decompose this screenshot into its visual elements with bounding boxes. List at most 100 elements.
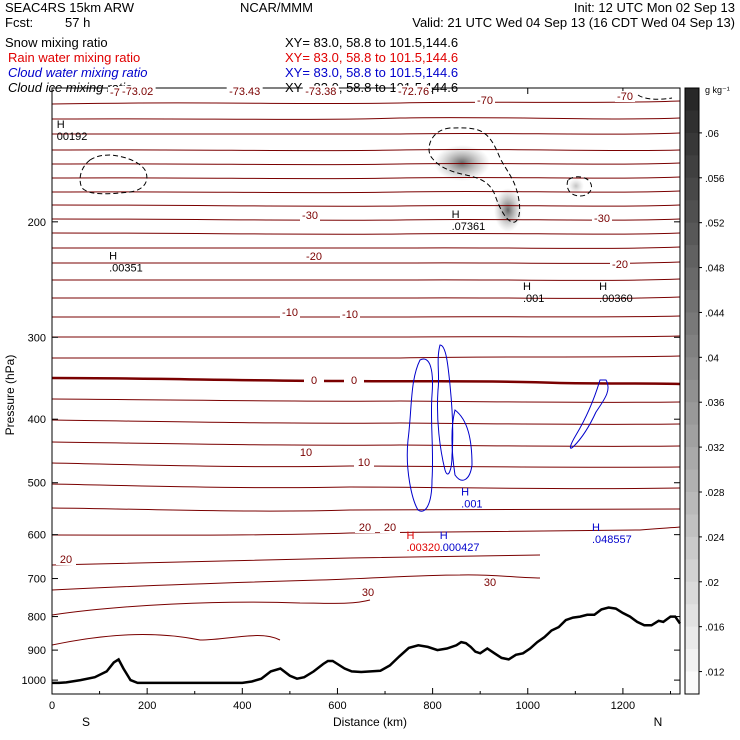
extremum-label: -73.38 xyxy=(305,86,336,98)
colorbar-swatch xyxy=(685,357,699,381)
contour-label-bg xyxy=(610,259,630,270)
colorbar-tick-label: .016 xyxy=(705,623,725,634)
colorbar-swatch xyxy=(685,581,699,605)
cloud-water-contour xyxy=(437,344,454,475)
contour-label-bg xyxy=(354,457,374,468)
extremum-label-bg xyxy=(395,85,432,97)
maximum-value: 00192 xyxy=(57,131,88,143)
colorbar-swatch xyxy=(685,402,699,426)
contour-label: -30 xyxy=(594,213,610,225)
field-xy-rain: XY= 83.0, 58.8 to 101.5,144.6 xyxy=(285,50,458,65)
extremum-label: -72.76 xyxy=(398,86,429,98)
colorbar: .012 .016 .02 .024 .028 .032 .036 .04 .044 .048 .0… xyxy=(684,87,725,695)
maxima-labels: H00192H.00351H.07361H.001H.00360H.001H.0… xyxy=(57,119,633,554)
field-xy-snow: XY= 83.0, 58.8 to 101.5,144.6 xyxy=(285,35,458,50)
colorbar-swatch xyxy=(685,88,699,111)
contour-label: 30 xyxy=(484,577,496,589)
colorbar-swatch xyxy=(685,222,699,246)
isotherm xyxy=(52,554,541,566)
colorbar-tick-label: .06 xyxy=(705,129,719,140)
contour-label: -20 xyxy=(306,251,322,263)
maximum-marker: H xyxy=(452,209,460,221)
fcst-value: 57 h xyxy=(65,15,90,30)
extrema-labels: -73.02 -73.43 -73.38 -72.76 xyxy=(119,85,432,98)
contour-label-bg xyxy=(280,307,300,318)
maximum-value: .048557 xyxy=(592,534,632,546)
isotherm xyxy=(52,315,680,318)
colorbar-tick-label: .032 xyxy=(705,443,725,454)
colorbar-tick-label: .052 xyxy=(705,219,725,230)
x-tick-label: 1000 xyxy=(516,700,540,712)
colorbar-frame xyxy=(684,87,700,695)
extremum-label-bg xyxy=(226,85,263,97)
colorbar-swatch xyxy=(685,379,699,403)
field-name-cloud-water: Cloud water mixing ratio xyxy=(8,65,147,80)
colorbar-swatch xyxy=(685,334,699,358)
y-axis-label: Pressure (hPa) xyxy=(3,355,17,436)
contour-label-bg xyxy=(358,587,378,598)
isotherm xyxy=(52,634,281,646)
valid-time: Valid: 21 UTC Wed 04 Sep 13 (16 CDT Wed … xyxy=(412,15,735,30)
contour-label-bg xyxy=(108,87,128,98)
extremum-label-bg xyxy=(302,85,339,97)
maximum-value: .001 xyxy=(523,293,544,305)
center-label: NCAR/MMM xyxy=(240,0,313,15)
colorbar-tick-label: .024 xyxy=(705,533,725,544)
colorbar-swatch xyxy=(685,514,699,538)
isotherm xyxy=(52,419,680,425)
isotherm xyxy=(52,355,680,359)
isotherm xyxy=(52,100,680,105)
colorbar-tick-label: .056 xyxy=(705,174,725,185)
isotherm xyxy=(52,132,680,135)
cloud-water-contours xyxy=(406,344,609,512)
maximum-marker: H xyxy=(57,119,65,131)
maximum-marker: H xyxy=(599,281,607,293)
plot-frame xyxy=(51,87,681,695)
y-tick-label: 200 xyxy=(28,217,46,229)
x-axis-ticks: 0 200 400 600 800 1000 1200 xyxy=(49,88,671,712)
maximum-value: .00351 xyxy=(109,262,143,274)
contour-label-bg xyxy=(592,213,612,224)
colorbar-swatch xyxy=(685,559,699,583)
contour-label-bg xyxy=(344,375,364,386)
contour-label: -10 xyxy=(282,307,298,319)
contour-label-bg xyxy=(300,210,320,221)
south-label: S xyxy=(82,715,90,729)
isotherm xyxy=(52,462,680,468)
fcst-label: Fcst: xyxy=(5,15,33,30)
colorbar-swatch xyxy=(685,200,699,224)
x-tick-label: 0 xyxy=(49,700,55,712)
field-name-snow: Snow mixing ratio xyxy=(5,35,108,50)
colorbar-swatch xyxy=(685,290,699,313)
contour-label-bg xyxy=(304,375,324,386)
isotherm xyxy=(52,483,680,490)
colorbar-tick-label: .044 xyxy=(705,308,725,319)
ice-contour xyxy=(79,154,148,195)
contour-label-bg xyxy=(340,309,360,320)
colorbar-units: g kg⁻¹ xyxy=(705,85,730,95)
colorbar-swatch xyxy=(685,110,699,134)
cloud-water-contour xyxy=(569,379,609,449)
contour-label-bg xyxy=(380,522,400,533)
colorbar-swatch xyxy=(685,447,699,471)
contour-label-bg xyxy=(355,522,375,533)
colorbar-swatch xyxy=(685,424,699,448)
contour-label: 0 xyxy=(351,375,357,387)
isotherm xyxy=(52,218,680,221)
y-tick-label: 800 xyxy=(28,612,46,624)
shade-blob xyxy=(494,188,522,232)
ice-contour xyxy=(637,94,673,100)
y-tick-label: 300 xyxy=(28,332,46,344)
colorbar-tick-label: .036 xyxy=(705,398,725,409)
maximum-marker: H xyxy=(461,486,469,498)
colorbar-tick-label: .04 xyxy=(705,353,719,364)
contour-label: -20 xyxy=(612,259,628,271)
maximum-marker: H xyxy=(523,281,531,293)
field-xy-cloud-water: XY= 83.0, 58.8 to 101.5,144.6 xyxy=(285,65,458,80)
y-tick-label: 700 xyxy=(28,574,46,586)
contour-label-bg xyxy=(304,251,324,262)
colorbar-swatch xyxy=(685,469,699,493)
